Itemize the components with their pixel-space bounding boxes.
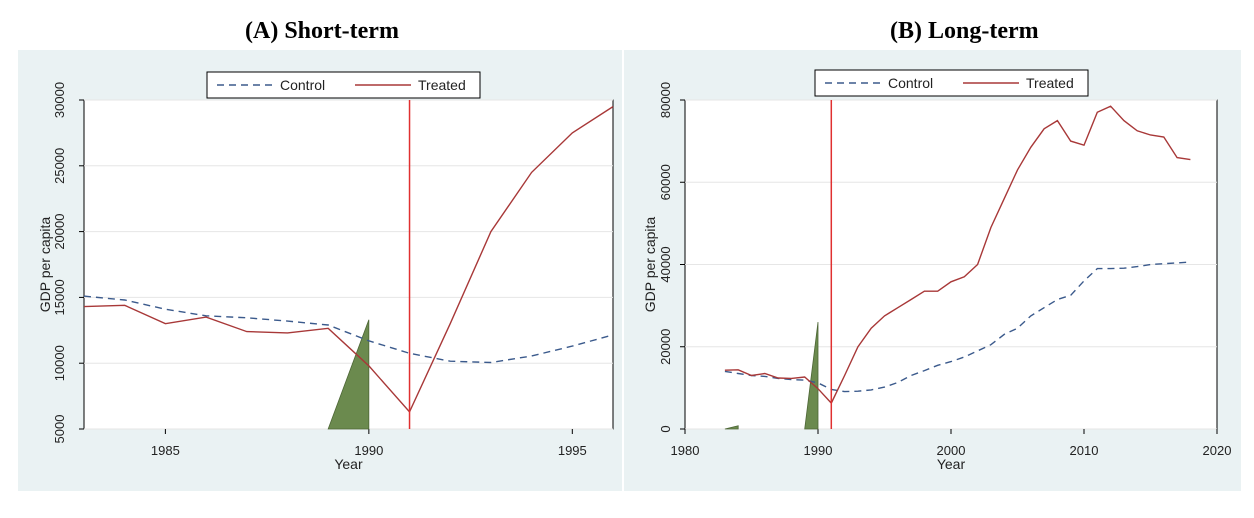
chart-panel-b: 0 20000 40000 60000 80000 1980 1990 2000 2010 202… bbox=[624, 50, 1241, 491]
x-tick-label: 1995 bbox=[558, 443, 587, 458]
x-tick-label: 1980 bbox=[671, 443, 700, 458]
y-axis-label: GDP per capita bbox=[37, 217, 53, 313]
panel-b-title: (B) Long-term bbox=[890, 18, 1039, 44]
shaded-triangle bbox=[724, 425, 739, 430]
x-tick-label: 1990 bbox=[354, 443, 383, 458]
series-line-control bbox=[83, 295, 614, 364]
legend: Control Treated bbox=[814, 69, 1089, 97]
x-axis-label: Year bbox=[334, 456, 363, 472]
x-tick-label: 1990 bbox=[804, 443, 833, 458]
series-line-treated bbox=[83, 106, 614, 414]
legend-label-control: Control bbox=[888, 75, 933, 91]
panel-a-title: (A) Short-term bbox=[245, 18, 399, 44]
legend: Control Treated bbox=[206, 71, 481, 99]
y-tick-label: 5000 bbox=[52, 415, 67, 444]
shaded-triangle bbox=[327, 319, 370, 430]
x-tick-label: 2010 bbox=[1070, 443, 1099, 458]
legend-label-treated: Treated bbox=[418, 77, 466, 93]
y-tick-label: 15000 bbox=[52, 279, 67, 315]
y-tick-label: 25000 bbox=[52, 148, 67, 184]
y-tick-label: 20000 bbox=[658, 329, 673, 365]
legend-box bbox=[206, 71, 481, 99]
y-tick-label: 60000 bbox=[658, 164, 673, 200]
x-tick-label: 1985 bbox=[151, 443, 180, 458]
series-line-control bbox=[724, 261, 1191, 393]
legend-label-treated: Treated bbox=[1026, 75, 1074, 91]
y-tick-label: 10000 bbox=[52, 345, 67, 381]
y-tick-label: 40000 bbox=[658, 246, 673, 282]
x-axis-label: Year bbox=[937, 456, 966, 472]
y-tick-label: 30000 bbox=[52, 82, 67, 118]
legend-label-control: Control bbox=[280, 77, 325, 93]
series-line-treated bbox=[724, 105, 1191, 405]
x-tick-label: 2020 bbox=[1203, 443, 1232, 458]
chart-panel-a: 5000 10000 15000 20000 25000 30000 1985 1990 199… bbox=[18, 50, 622, 491]
y-tick-label: 0 bbox=[658, 425, 673, 432]
x-tick-label: 2000 bbox=[937, 443, 966, 458]
y-tick-label: 20000 bbox=[52, 214, 67, 250]
legend-box bbox=[814, 69, 1089, 97]
y-axis-label: GDP per capita bbox=[642, 217, 658, 313]
y-tick-label: 80000 bbox=[658, 82, 673, 118]
shaded-triangle bbox=[804, 322, 819, 430]
